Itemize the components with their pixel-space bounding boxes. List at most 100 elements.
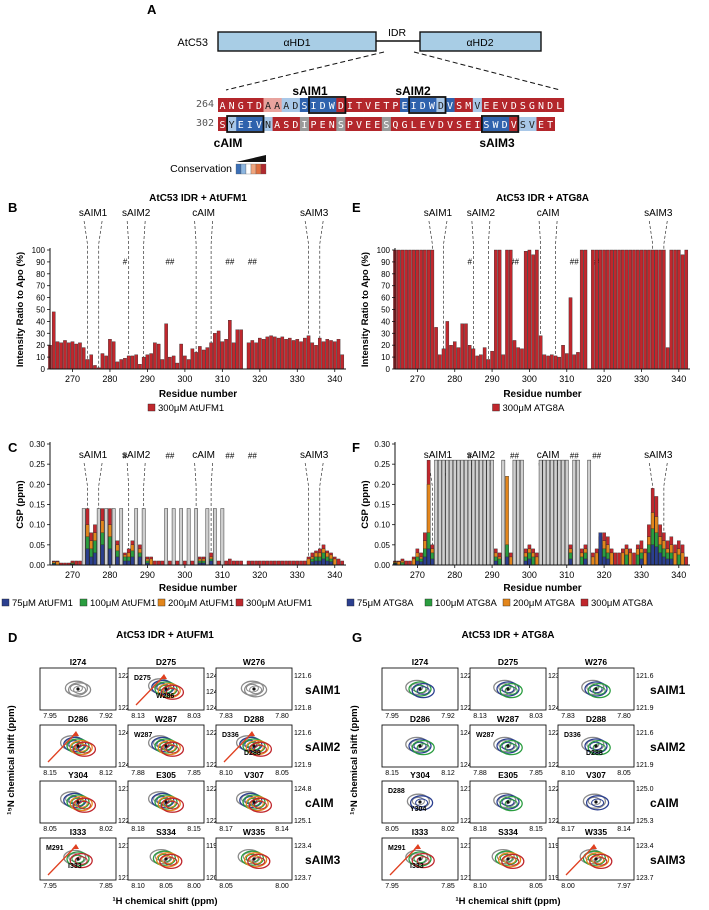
data-bar <box>318 337 322 370</box>
seq-start-264: 264 <box>196 99 214 110</box>
nmr-shift-arrowhead <box>248 731 255 736</box>
nmr-y-tick: 122.0 <box>548 730 566 737</box>
sequence-residue: E <box>493 101 499 112</box>
data-bar <box>108 339 112 370</box>
nmr-peak-dot <box>506 857 510 861</box>
nmr-y-tick: 122.3 <box>206 818 224 825</box>
data-bar <box>194 352 198 370</box>
data-bar <box>408 249 412 370</box>
nmr-contour <box>409 795 434 811</box>
nmr-x-tick: 8.14 <box>275 826 289 833</box>
conservation-swatch <box>235 163 242 175</box>
nmr-contour <box>587 682 611 699</box>
data-bar <box>464 323 468 370</box>
nmr-y-tick: 124.8 <box>294 786 312 793</box>
grey-bar <box>512 459 517 566</box>
nmr-y-tick: 125.3 <box>636 818 654 825</box>
x-tick-label: 330 <box>634 570 649 580</box>
nmr-y-tick: 123.7 <box>548 673 566 680</box>
nmr-peak-label: I333 <box>68 863 82 870</box>
data-bar <box>486 359 491 370</box>
nmr-cell: Y304 8.05 8.02 121.7 122.0 <box>39 770 136 833</box>
data-bar <box>111 341 116 370</box>
data-bar <box>475 355 479 370</box>
grey-bar <box>576 459 580 566</box>
nmr-shift-arrow <box>389 845 419 876</box>
sequence-cell <box>336 117 346 131</box>
data-bar <box>254 560 258 566</box>
nmr-cell-title: W287 <box>155 714 177 724</box>
sequence-residue: V <box>529 120 535 131</box>
sequence-residue: E <box>538 120 544 131</box>
nmr-cell: W276 7.83 7.80 121.6 121.8 <box>215 657 312 720</box>
data-bar <box>501 354 506 370</box>
y-tick-label: 10 <box>381 353 390 362</box>
sequence-cell <box>545 98 555 112</box>
nmr-contour <box>582 850 607 866</box>
motif-label: sAIM1 <box>424 208 453 219</box>
motif-label-saim1: sAIM1 <box>292 84 328 98</box>
motif-guide <box>471 220 491 369</box>
data-bar <box>434 327 438 370</box>
data-bar <box>535 249 539 370</box>
x-axis-label: Residue number <box>503 389 581 400</box>
data-bar <box>643 249 647 370</box>
sequence-residue: P <box>311 120 317 131</box>
nmr-contour <box>159 853 183 870</box>
data-bar <box>141 356 146 370</box>
data-bar <box>639 249 644 370</box>
sequence-cell <box>263 98 273 112</box>
nmr-x-tick: 8.12 <box>99 770 113 777</box>
data-bar <box>239 560 243 566</box>
sequence-cell <box>227 117 237 131</box>
nmr-contour <box>248 741 273 757</box>
nmr-peak-dot <box>164 857 168 861</box>
x-tick-label: 340 <box>671 374 686 384</box>
x-tick-label: 300 <box>177 374 192 384</box>
data-bar <box>591 556 595 566</box>
sequence-residue: D <box>256 101 262 112</box>
data-bar <box>662 556 666 566</box>
data-bar <box>591 249 595 370</box>
legend-swatch <box>79 598 88 607</box>
sequence-cell <box>463 98 474 112</box>
sequence-residue: W <box>493 120 500 131</box>
data-bar <box>183 355 187 370</box>
nmr-row-label: sAIM1 <box>305 683 341 697</box>
y-tick-label: 80 <box>36 270 45 279</box>
sequence-cell <box>354 98 364 112</box>
nmr-y-tick: 122.3 <box>548 762 566 769</box>
data-bar <box>123 560 127 566</box>
data-bar <box>216 330 221 370</box>
nmr-contour <box>71 854 85 864</box>
hash-marker: # <box>123 452 128 461</box>
nmr-peak-dot <box>164 687 168 691</box>
nmr-y-tick: 124.3 <box>118 762 136 769</box>
data-bar <box>209 342 213 370</box>
data-bar <box>400 249 405 370</box>
nmr-cell-title: S334 <box>498 827 518 837</box>
sequence-residue: V <box>365 101 371 112</box>
data-bar <box>542 354 547 370</box>
x-tick-label: 300 <box>177 570 192 580</box>
data-bar <box>497 249 502 370</box>
nmr-y-tick: 124.0 <box>548 705 566 712</box>
nmr-peak-dot <box>418 857 422 861</box>
x-tick-label: 330 <box>290 570 305 580</box>
data-bar <box>126 355 131 370</box>
sequence-cell <box>509 117 519 131</box>
sequence-residue: E <box>374 120 380 131</box>
legend-swatch <box>157 598 166 607</box>
nmr-cell-title: Y304 <box>410 770 430 780</box>
nmr-contour <box>77 744 91 754</box>
x-tick-label: 270 <box>410 570 425 580</box>
data-bar <box>680 254 685 370</box>
data-bar <box>119 359 123 370</box>
nmr-peak-label: D336 <box>564 732 581 739</box>
sequence-residue: W <box>329 101 336 112</box>
nmr-y-tick: 124.0 <box>118 730 136 737</box>
nmr-x-tick: 7.95 <box>43 713 57 720</box>
y-tick-label: 0.25 <box>374 460 390 469</box>
domain-ahd2-label: αHD2 <box>466 37 493 49</box>
nmr-x-tick: 8.05 <box>159 883 173 890</box>
